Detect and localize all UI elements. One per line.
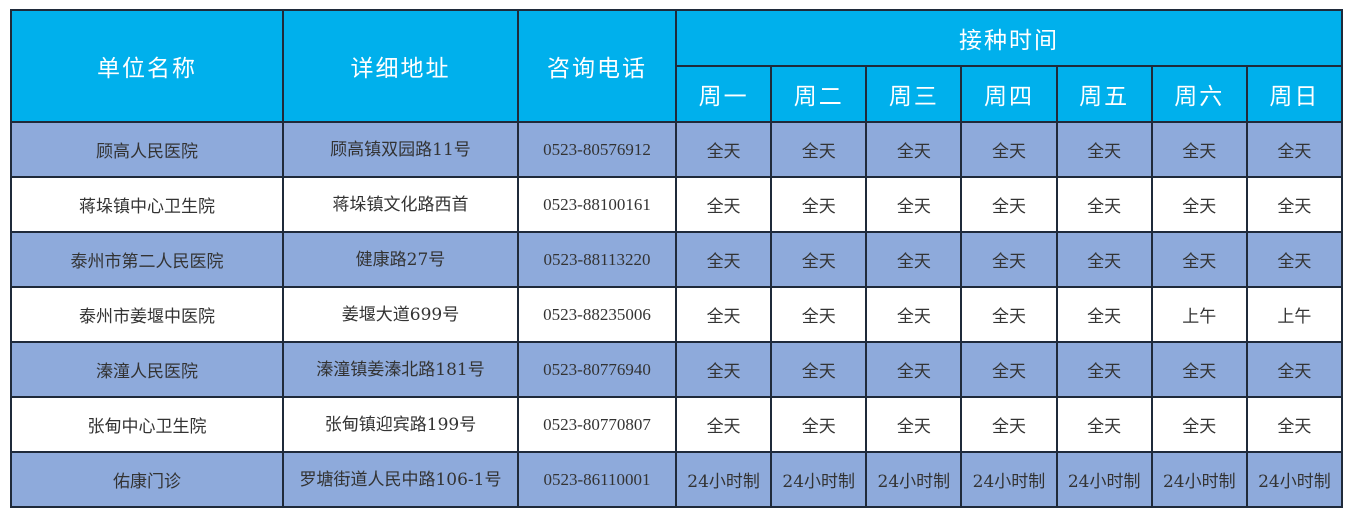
cell-day: 全天 (770, 121, 868, 178)
table-row: 佑康门诊 罗塘街道人民中路106-1号 0523-86110001 24小时制 24小时… (10, 451, 1344, 508)
cell-day: 全天 (770, 396, 868, 453)
cell-name: 泰州市第二人民医院 (10, 231, 284, 288)
vaccination-schedule-table: 单位名称 详细地址 咨询电话 接种时间 周一 周二 周三 周四 周五 周六 周日 顾高人民医… (10, 9, 1344, 508)
cell-day: 全天 (1245, 341, 1344, 398)
cell-name: 溱潼人民医院 (10, 341, 284, 398)
header-day: 周四 (960, 65, 1058, 123)
cell-day: 全天 (1055, 121, 1153, 178)
cell-day: 全天 (865, 176, 963, 233)
cell-phone: 0523-80770807 (517, 396, 677, 453)
cell-day: 24小时制 (1150, 451, 1248, 508)
header-schedule: 接种时间 (675, 9, 1343, 67)
cell-phone: 0523-80576912 (517, 121, 677, 178)
cell-address: 姜堰大道699号 (282, 286, 519, 343)
cell-day: 全天 (865, 121, 963, 178)
table-row: 蒋垛镇中心卫生院 蒋垛镇文化路西首 0523-88100161 全天 全天 全天 全天 全天全… (10, 176, 1344, 233)
cell-day: 24小时制 (1055, 451, 1153, 508)
cell-name: 佑康门诊 (10, 451, 284, 508)
cell-day: 全天 (770, 286, 868, 343)
cell-day: 全天 (674, 286, 773, 343)
cell-day: 24小时制 (960, 451, 1058, 508)
cell-day: 全天 (674, 121, 773, 178)
cell-day: 全天 (960, 121, 1058, 178)
cell-day: 全天 (960, 396, 1058, 453)
table-row: 张甸中心卫生院 张甸镇迎宾路199号 0523-80770807 全天 全天 全天 全天 全天… (10, 396, 1344, 453)
cell-day: 全天 (1150, 396, 1248, 453)
cell-name: 蒋垛镇中心卫生院 (10, 176, 284, 233)
cell-day: 上午 (1150, 286, 1248, 343)
cell-phone: 0523-86110001 (517, 451, 677, 508)
table-row: 溱潼人民医院 溱潼镇姜溱北路181号 0523-80776940 全天 全天 全天 全天 全天… (10, 341, 1344, 398)
cell-day: 全天 (960, 176, 1058, 233)
cell-day: 全天 (960, 341, 1058, 398)
cell-day: 全天 (1245, 121, 1344, 178)
cell-day: 全天 (1055, 176, 1153, 233)
header-address: 详细地址 (282, 9, 519, 123)
cell-address: 健康路27号 (282, 231, 519, 288)
cell-day: 全天 (674, 176, 773, 233)
cell-address: 罗塘街道人民中路106-1号 (282, 451, 519, 508)
cell-phone: 0523-88100161 (517, 176, 677, 233)
cell-address: 蒋垛镇文化路西首 (282, 176, 519, 233)
cell-day: 全天 (770, 176, 868, 233)
cell-day: 全天 (1055, 231, 1153, 288)
cell-day: 全天 (1150, 231, 1248, 288)
cell-name: 张甸中心卫生院 (10, 396, 284, 453)
cell-name: 泰州市姜堰中医院 (10, 286, 284, 343)
cell-day: 全天 (1055, 341, 1153, 398)
cell-address: 溱潼镇姜溱北路181号 (282, 341, 519, 398)
cell-day: 24小时制 (770, 451, 868, 508)
cell-phone: 0523-88235006 (517, 286, 677, 343)
cell-day: 全天 (770, 231, 868, 288)
header-day: 周五 (1055, 65, 1153, 123)
cell-day: 全天 (960, 286, 1058, 343)
cell-day: 24小时制 (865, 451, 963, 508)
cell-day: 全天 (1150, 176, 1248, 233)
header-day: 周一 (674, 65, 773, 123)
cell-day: 全天 (1055, 286, 1153, 343)
cell-day: 全天 (674, 396, 773, 453)
cell-address: 张甸镇迎宾路199号 (282, 396, 519, 453)
header-day: 周六 (1150, 65, 1248, 123)
cell-phone: 0523-88113220 (517, 231, 677, 288)
table-row: 泰州市第二人民医院 健康路27号 0523-88113220 全天 全天 全天 全天 全天 全天… (10, 231, 1344, 288)
header-name: 单位名称 (10, 9, 284, 123)
cell-day: 全天 (674, 231, 773, 288)
cell-name: 顾高人民医院 (10, 121, 284, 178)
cell-day: 全天 (865, 286, 963, 343)
cell-day: 全天 (1245, 231, 1344, 288)
cell-day: 24小时制 (1245, 451, 1344, 508)
cell-day: 全天 (960, 231, 1058, 288)
cell-day: 上午 (1245, 286, 1344, 343)
header-day: 周二 (770, 65, 868, 123)
cell-address: 顾高镇双园路11号 (282, 121, 519, 178)
cell-day: 全天 (865, 231, 963, 288)
cell-day: 全天 (674, 341, 773, 398)
cell-day: 全天 (1150, 121, 1248, 178)
cell-day: 全天 (770, 341, 868, 398)
cell-phone: 0523-80776940 (517, 341, 677, 398)
table-row: 泰州市姜堰中医院 姜堰大道699号 0523-88235006 全天 全天 全天 全天 全天上… (10, 286, 1344, 343)
cell-day: 24小时制 (674, 451, 773, 508)
cell-day: 全天 (865, 396, 963, 453)
table-row: 顾高人民医院 顾高镇双园路11号 0523-80576912 全天 全天 全天 全天 全天 全天… (10, 121, 1344, 178)
cell-day: 全天 (865, 341, 963, 398)
cell-day: 全天 (1150, 341, 1248, 398)
header-day: 周三 (865, 65, 963, 123)
header-phone: 咨询电话 (517, 9, 677, 123)
cell-day: 全天 (1055, 396, 1153, 453)
cell-day: 全天 (1245, 396, 1344, 453)
header-day: 周日 (1245, 65, 1344, 123)
cell-day: 全天 (1245, 176, 1344, 233)
